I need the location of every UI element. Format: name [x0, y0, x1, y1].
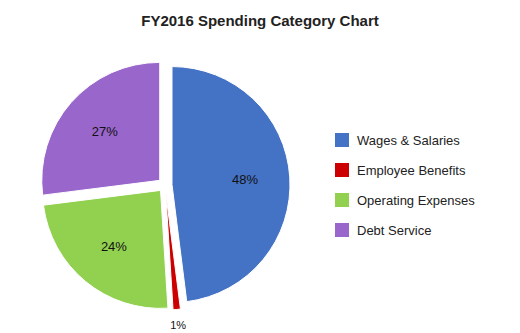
- data-label: 1%: [170, 319, 186, 331]
- data-label: 27%: [92, 124, 118, 139]
- legend-label: Debt Service: [357, 223, 431, 238]
- legend-swatch: [335, 223, 349, 237]
- legend: Wages & Salaries Employee Benefits Operati…: [335, 133, 475, 238]
- pie: [42, 62, 290, 309]
- legend-swatch: [335, 133, 349, 147]
- data-label: 24%: [101, 239, 127, 254]
- data-labels: 48% 1% 24% 27%: [92, 124, 259, 330]
- chart-svg: FY2016 Spending Category Chart 48% 1% 24% 27…: [0, 0, 520, 333]
- pie-slice: [42, 62, 160, 195]
- legend-label: Employee Benefits: [357, 163, 466, 178]
- legend-label: Operating Expenses: [357, 193, 475, 208]
- pie-slice: [43, 190, 167, 308]
- legend-label: Wages & Salaries: [357, 133, 460, 148]
- data-label: 48%: [232, 172, 258, 187]
- pie-slice: [166, 192, 181, 310]
- chart-title: FY2016 Spending Category Chart: [141, 12, 379, 29]
- chart-container: FY2016 Spending Category Chart 48% 1% 24% 27…: [0, 0, 520, 333]
- pie-slice: [172, 67, 290, 302]
- legend-swatch: [335, 163, 349, 177]
- legend-swatch: [335, 193, 349, 207]
